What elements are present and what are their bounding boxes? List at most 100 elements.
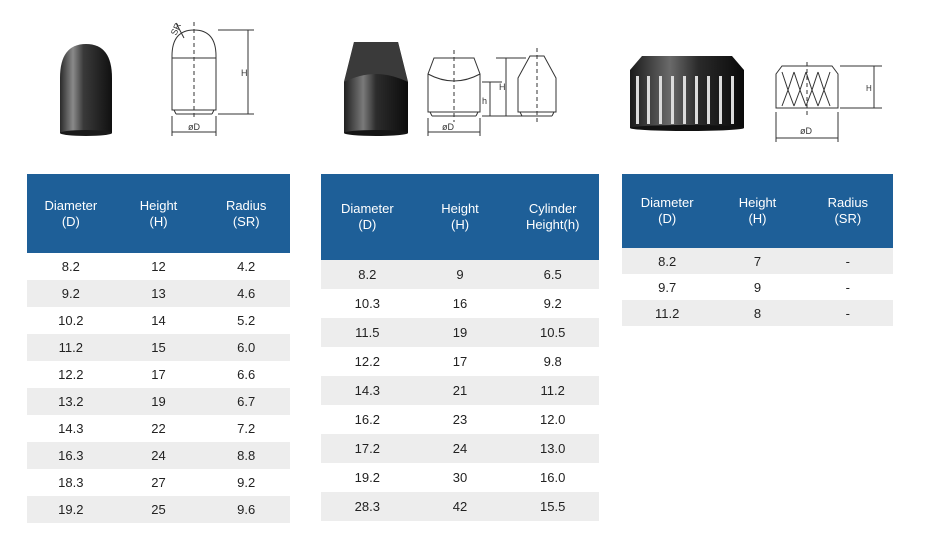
table-cell: 9.7	[658, 279, 677, 295]
table-cell: 13.0	[540, 441, 566, 456]
table-cell: 10.2	[58, 313, 84, 328]
table-row: 11.5 19 10.5	[321, 318, 599, 347]
chisel-spec-table: Diameter (D) Height (H) Cylinder Height(…	[321, 174, 599, 521]
chisel-side-drawing: H	[496, 48, 557, 124]
table-cell: 13.2	[58, 394, 84, 409]
dome-button-image	[60, 44, 112, 136]
gear-spec-table: Diameter (D) Height (H) Radius (SR) 8.2 7…	[622, 174, 893, 326]
table-cell: 8.2	[658, 253, 677, 269]
table-cell: 28.3	[354, 499, 380, 514]
header-height: Height (H)	[738, 195, 777, 226]
table-row: 10.3 16 9.2	[321, 289, 599, 318]
table-cell: 12.0	[540, 412, 566, 427]
table-cell: 8.8	[237, 448, 256, 463]
table-row: 8.2 12 4.2	[27, 253, 290, 280]
table-row: 14.3 22 7.2	[27, 415, 290, 442]
table-header: Diameter (D) Height (H) Cylinder Height(…	[321, 174, 599, 260]
table-cell: 7	[753, 253, 762, 269]
table-cell: 11.2	[540, 383, 565, 398]
table-cell: 9.2	[543, 296, 562, 311]
chisel-button-image	[344, 42, 408, 136]
chisel-h-label: H	[499, 82, 506, 92]
table-row: 28.3 42 15.5	[321, 492, 599, 521]
header-diameter: Diameter (D)	[44, 197, 98, 229]
table-cell: 14.3	[58, 421, 84, 436]
table-cell: 10.3	[354, 296, 380, 311]
table-row: 11.2 8 -	[622, 300, 893, 326]
table-cell: 6.0	[237, 340, 256, 355]
table-cell: 12.2	[58, 367, 84, 382]
gear-button-drawing: H øD	[775, 62, 882, 142]
gear-h-label: H	[866, 84, 872, 93]
table-cell: -	[845, 305, 850, 321]
table-cell: 10.5	[540, 325, 566, 340]
table-cell: 19	[452, 325, 468, 340]
table-cell: 19.2	[58, 502, 84, 517]
table-body: 8.2 12 4.2 9.2 13 4.6 10.2 14 5.2 11.2 15 6.0 12.2 17…	[27, 253, 290, 523]
table-header: Diameter (D) Height (H) Radius (SR)	[27, 174, 290, 253]
table-cell: 8	[753, 305, 762, 321]
table-cell: 18.3	[58, 475, 84, 490]
table-header: Diameter (D) Height (H) Radius (SR)	[622, 174, 893, 248]
dome-button-drawing: SR H øD	[169, 21, 254, 136]
table-cell: 24	[452, 441, 468, 456]
table-row: 18.3 27 9.2	[27, 469, 290, 496]
header-radius: Radius (SR)	[225, 197, 267, 229]
table-row: 12.2 17 9.8	[321, 347, 599, 376]
table-cell: 25	[151, 502, 166, 517]
table-cell: 17	[151, 367, 166, 382]
table-cell: 22	[151, 421, 166, 436]
table-cell: 14	[151, 313, 166, 328]
sr-label: SR	[169, 21, 184, 37]
header-radius: Radius (SR)	[827, 195, 869, 226]
table-row: 12.2 17 6.6	[27, 361, 290, 388]
header-diameter: Diameter (D)	[640, 195, 694, 226]
table-row: 10.2 14 5.2	[27, 307, 290, 334]
table-row: 16.2 23 12.0	[321, 405, 599, 434]
table-cell: 11.2	[58, 340, 83, 355]
table-cell: 30	[452, 470, 468, 485]
table-cell: 8.2	[61, 259, 80, 274]
table-cell: 6.6	[237, 367, 256, 382]
table-cell: 19	[151, 394, 166, 409]
chisel-front-drawing: h øD	[427, 50, 510, 136]
table-row: 9.2 13 4.6	[27, 280, 290, 307]
table-cell: 11.2	[654, 305, 680, 321]
table-row: 17.2 24 13.0	[321, 434, 599, 463]
gear-diameter-label: øD	[800, 126, 812, 136]
header-cylinder-height: Cylinder Height(h)	[525, 201, 580, 232]
table-cell: 12	[151, 259, 166, 274]
dome-spec-table: Diameter (D) Height (H) Radius (SR) 8.2 1…	[27, 174, 290, 523]
table-row: 13.2 19 6.7	[27, 388, 290, 415]
table-row: 19.2 30 16.0	[321, 463, 599, 492]
table-cell: 9.8	[543, 354, 562, 369]
table-cell: 9	[753, 279, 762, 295]
table-cell: 15	[151, 340, 166, 355]
table-cell: 16.3	[58, 448, 84, 463]
table-cell: 4.6	[237, 286, 256, 301]
table-cell: 9.6	[237, 502, 256, 517]
table-cell: 16.0	[540, 470, 566, 485]
table-cell: 4.2	[237, 259, 256, 274]
table-cell: 9.2	[61, 286, 80, 301]
table-cell: 6.5	[543, 267, 562, 282]
table-cell: -	[845, 279, 850, 295]
table-cell: 7.2	[237, 421, 256, 436]
table-row: 11.2 15 6.0	[27, 334, 290, 361]
table-cell: 16.2	[354, 412, 380, 427]
gear-button-image	[630, 56, 744, 131]
table-row: 14.3 21 11.2	[321, 376, 599, 405]
table-cell: 23	[452, 412, 468, 427]
table-row: 16.3 24 8.8	[27, 442, 290, 469]
table-row: 9.7 9 -	[622, 274, 893, 300]
table-cell: 12.2	[354, 354, 380, 369]
table-cell: 24	[151, 448, 166, 463]
table-cell: 5.2	[237, 313, 256, 328]
table-body: 8.2 9 6.5 10.3 16 9.2 11.5 19 10.5 12.2 17 9.8 14.3 2…	[321, 260, 599, 521]
chisel-diameter-label: øD	[442, 122, 454, 132]
table-cell: 27	[151, 475, 166, 490]
h-small-label: h	[482, 96, 487, 106]
header-height: Height (H)	[139, 197, 178, 229]
table-cell: 6.7	[237, 394, 256, 409]
table-cell: -	[845, 253, 850, 269]
